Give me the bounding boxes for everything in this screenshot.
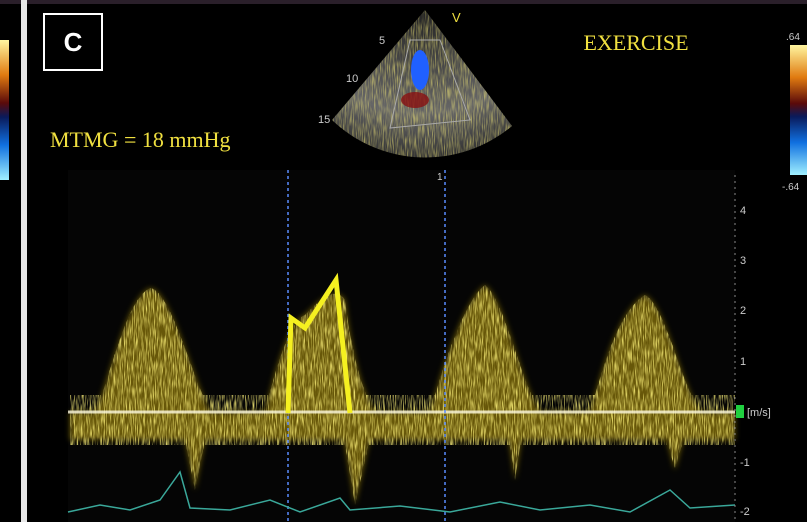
velocity-tick-label: 2 bbox=[740, 305, 746, 317]
right-color-bar bbox=[790, 45, 807, 175]
top-strip bbox=[0, 0, 807, 4]
velocity-tick-label: [m/s] bbox=[747, 407, 771, 419]
color-scale-bottom: -.64 bbox=[782, 182, 800, 193]
doppler-spectrum bbox=[68, 170, 735, 522]
sector-marker: V bbox=[452, 10, 461, 25]
color-flow bbox=[411, 50, 429, 90]
velocity-tick-label: 4 bbox=[740, 205, 746, 217]
baseline-marker bbox=[736, 405, 744, 418]
velocity-tick-label: -1 bbox=[740, 457, 750, 469]
divider bbox=[21, 0, 27, 522]
measurement: MTMG = 18 mmHg bbox=[50, 127, 230, 152]
velocity-tick-label: -2 bbox=[740, 506, 750, 518]
depth-label: 5 bbox=[379, 35, 385, 47]
title: EXERCISE bbox=[583, 30, 688, 55]
depth-label: 15 bbox=[318, 114, 330, 126]
velocity-tick-label: 3 bbox=[740, 255, 746, 267]
page: .64 -.64 C EXERCISE MTMG = 18 mmHg V 5 1… bbox=[0, 0, 807, 522]
screenshot: .64 -.64 C EXERCISE MTMG = 18 mmHg V 5 1… bbox=[0, 0, 807, 522]
left-color-bar bbox=[0, 40, 9, 180]
velocity-tick-label: 1 bbox=[740, 356, 746, 368]
depth-label: 10 bbox=[346, 73, 358, 85]
cursor-label: 1 bbox=[437, 172, 443, 183]
color-flow-red bbox=[401, 92, 429, 108]
color-scale-top: .64 bbox=[786, 32, 800, 43]
panel-label: C bbox=[64, 27, 83, 57]
